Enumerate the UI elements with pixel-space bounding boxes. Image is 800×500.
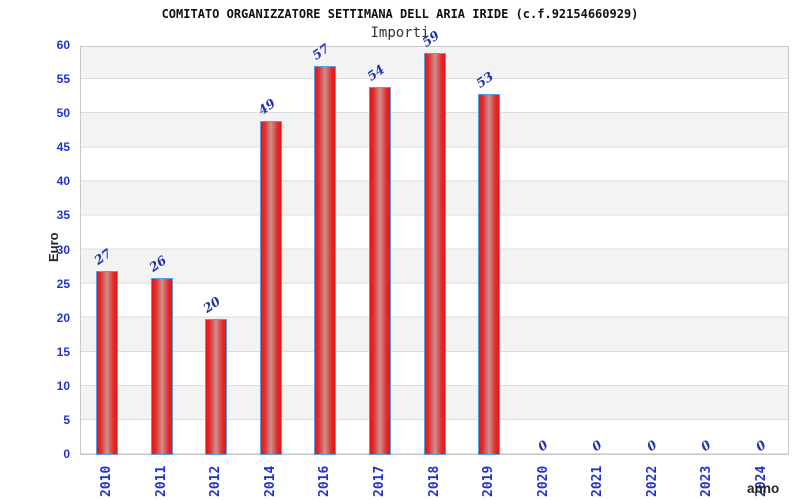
y-tick-label: 55 bbox=[56, 72, 70, 87]
chart-subtitle: Importi bbox=[370, 25, 430, 41]
x-tick-label: 2022 bbox=[644, 465, 660, 497]
y-tick-label: 25 bbox=[56, 276, 70, 291]
x-tick-label: 2018 bbox=[426, 465, 442, 497]
x-tick-label: 2020 bbox=[535, 465, 551, 497]
x-tick-label: 2010 bbox=[99, 465, 115, 497]
y-tick-label: 40 bbox=[56, 174, 70, 189]
x-tick-label: 2016 bbox=[317, 465, 333, 497]
y-tick-label: 20 bbox=[56, 310, 70, 325]
x-tick-label: 2014 bbox=[262, 465, 278, 497]
y-tick-label: 5 bbox=[63, 412, 70, 427]
x-tick-label: 2012 bbox=[208, 465, 224, 497]
x-tick-label: 2019 bbox=[481, 465, 497, 497]
y-tick-label: 30 bbox=[56, 242, 70, 257]
y-tick-label: 60 bbox=[56, 38, 70, 52]
y-tick-label: 10 bbox=[56, 378, 70, 393]
chart-title: COMITATO ORGANIZZATORE SETTIMANA DELL AR… bbox=[161, 7, 639, 21]
y-tick-label: 15 bbox=[56, 344, 70, 359]
x-tick-label: 2017 bbox=[371, 465, 387, 497]
bar bbox=[368, 86, 391, 455]
bar bbox=[478, 93, 501, 455]
x-tick-label: 2023 bbox=[699, 465, 715, 497]
bar bbox=[259, 120, 282, 455]
x-axis-title: anno bbox=[747, 481, 780, 496]
x-tick-label: 2011 bbox=[153, 465, 169, 497]
bar bbox=[423, 52, 446, 455]
bar bbox=[205, 318, 228, 455]
y-tick-label: 50 bbox=[56, 106, 70, 121]
bar bbox=[96, 270, 119, 455]
x-tick-label: 2021 bbox=[590, 465, 606, 497]
bar bbox=[150, 277, 173, 455]
y-tick-label: 0 bbox=[63, 447, 70, 461]
bar bbox=[314, 66, 337, 455]
y-tick-label: 45 bbox=[56, 140, 70, 155]
y-tick-label: 35 bbox=[56, 208, 70, 223]
